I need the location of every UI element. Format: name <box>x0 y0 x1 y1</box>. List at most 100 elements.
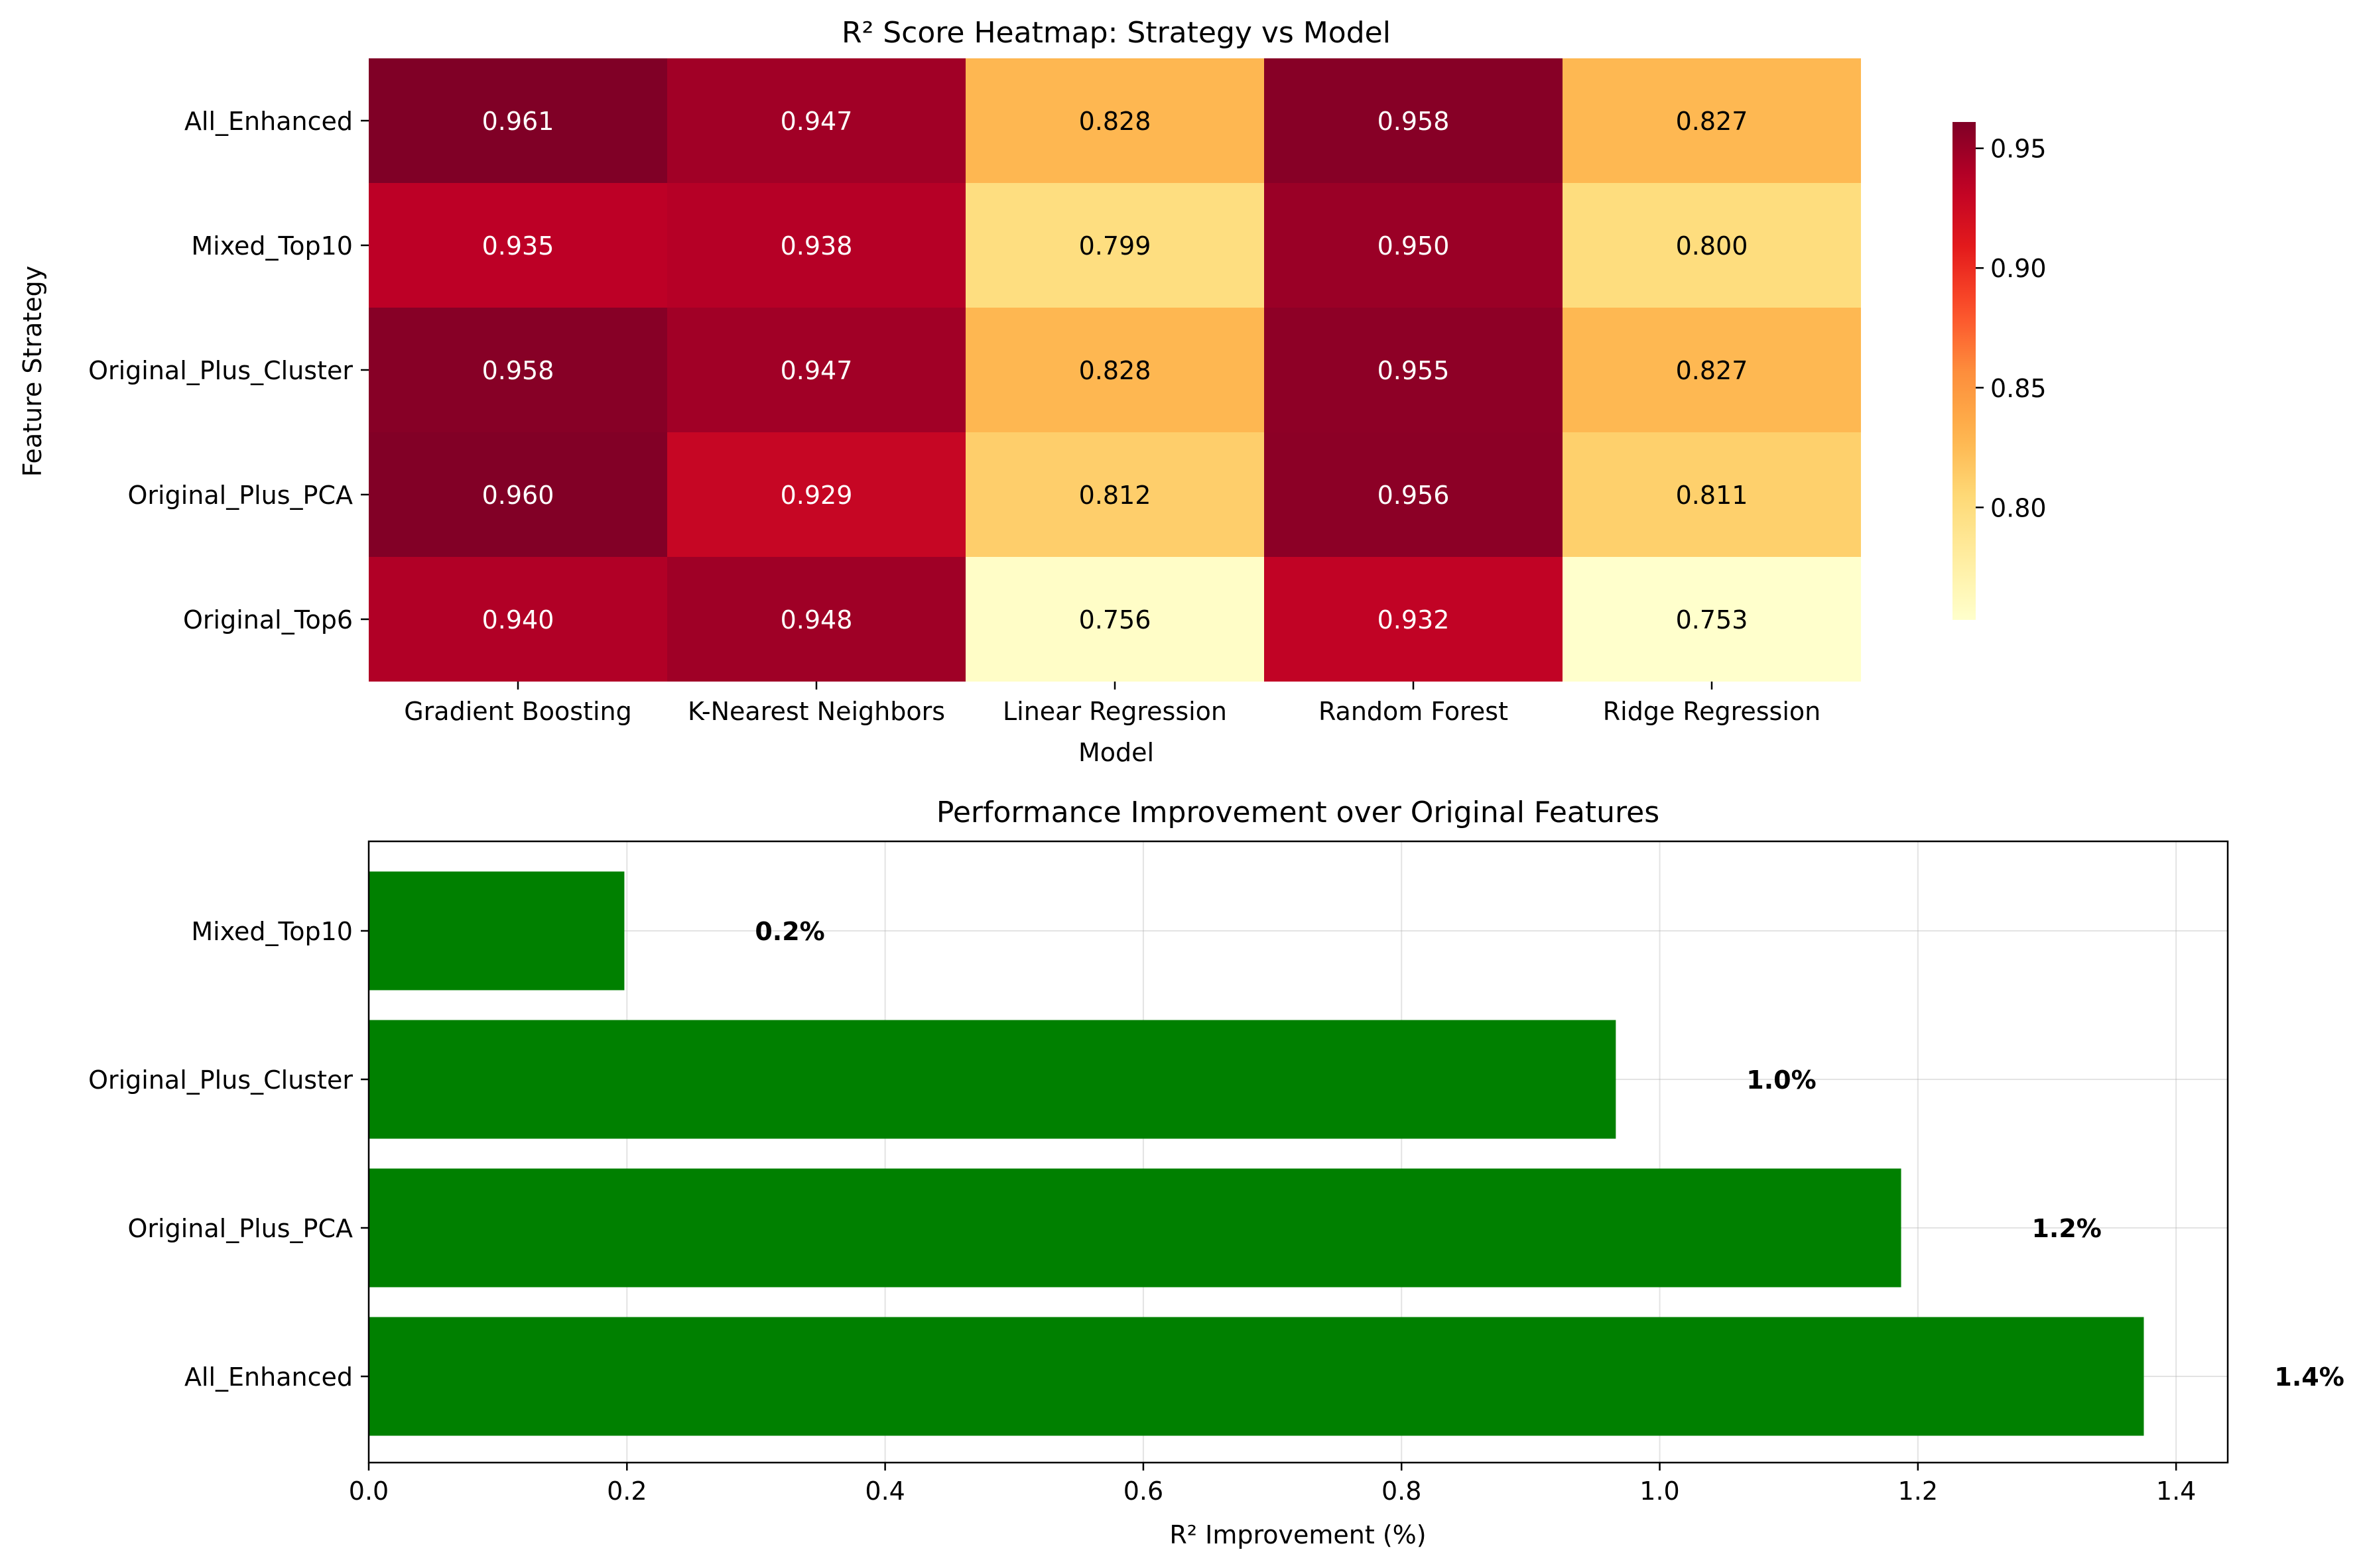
heatmap-cell-label: 0.938 <box>781 231 853 261</box>
heatmap-cell-label: 0.932 <box>1377 605 1450 634</box>
heatmap-cell-label: 0.958 <box>1377 107 1450 136</box>
heatmap-cell <box>369 58 667 183</box>
heatmap-column-label: K-Nearest Neighbors <box>688 697 945 726</box>
heatmap-cell <box>667 432 966 557</box>
colorbar-tick-label: 0.90 <box>1990 254 2047 283</box>
heatmap-cell-label: 0.827 <box>1676 356 1748 385</box>
heatmap-cell <box>966 557 1264 682</box>
bar <box>369 1168 1901 1288</box>
colorbar-tick-label: 0.85 <box>1990 374 2047 403</box>
heatmap-cell-label: 0.958 <box>482 356 554 385</box>
heatmap-cell <box>966 183 1264 308</box>
bar-y-labels: All_Enhanced Original_Plus_PCA Original_Pl… <box>88 917 369 1392</box>
heatmap-column-label: Linear Regression <box>1003 697 1227 726</box>
heatmap-cell <box>966 432 1264 557</box>
heatmap-cell-label: 0.828 <box>1079 356 1151 385</box>
bar-value-label: 1.0% <box>1746 1065 1816 1095</box>
bar-value-labels: 1.4% 1.2% 1.0% 0.2% <box>755 917 2344 1392</box>
bars <box>369 871 2144 1436</box>
heatmap-cell-label: 0.940 <box>482 605 554 634</box>
bar <box>369 1020 1616 1139</box>
heatmap-column-label: Ridge Regression <box>1603 697 1821 726</box>
colorbar: 0.80 0.85 0.90 0.95 <box>1952 122 2047 620</box>
heatmap-cell <box>667 308 966 432</box>
heatmap-cell <box>369 432 667 557</box>
heatmap-row-label: Original_Top6 <box>183 605 353 634</box>
heatmap-cell-label: 0.955 <box>1377 356 1450 385</box>
bar-value-label: 1.2% <box>2031 1214 2101 1243</box>
heatmap-cell <box>966 58 1264 183</box>
heatmap-cell-label: 0.812 <box>1079 481 1151 510</box>
bar <box>369 871 625 991</box>
heatmap-title: R² Score Heatmap: Strategy vs Model <box>842 16 1391 50</box>
heatmap-cell <box>1264 557 1563 682</box>
heatmap-column-label: Random Forest <box>1318 697 1508 726</box>
heatmap-cell <box>369 308 667 432</box>
heatmap-cell <box>369 557 667 682</box>
heatmap-cell <box>1563 308 1861 432</box>
heatmap-cell-label: 0.929 <box>781 481 853 510</box>
heatmap-cell <box>667 58 966 183</box>
bar-x-tick-label: 0.0 <box>349 1477 389 1506</box>
bar-x-tick-label: 1.2 <box>1898 1477 1938 1506</box>
heatmap-cell-label: 0.950 <box>1377 231 1450 261</box>
heatmap-cell-label: 0.827 <box>1676 107 1748 136</box>
heatmap-cell <box>1264 432 1563 557</box>
heatmap-cell-label: 0.811 <box>1676 481 1748 510</box>
colorbar-tick-label: 0.95 <box>1990 135 2047 164</box>
heatmap-cell <box>1563 58 1861 183</box>
heatmap-cell-label: 0.956 <box>1377 481 1450 510</box>
heatmap-cell-label: 0.935 <box>482 231 554 261</box>
heatmap-column-label: Gradient Boosting <box>404 697 632 726</box>
bar-plot-frame <box>367 840 2229 1464</box>
heatmap-cell-label: 0.799 <box>1079 231 1151 261</box>
heatmap-cell-label: 0.947 <box>781 107 853 136</box>
bar-category-label: All_Enhanced <box>184 1362 353 1392</box>
bar-value-label: 0.2% <box>755 917 824 946</box>
bar-category-label: Original_Plus_PCA <box>128 1214 353 1243</box>
bar-panel: Performance Improvement over Original Fe… <box>88 796 2344 1549</box>
heatmap-cell <box>369 183 667 308</box>
heatmap-row-label: Original_Plus_PCA <box>128 481 353 510</box>
bar-value-label: 1.4% <box>2274 1362 2344 1392</box>
heatmap-cell-label: 0.828 <box>1079 107 1151 136</box>
heatmap-row-labels: All_Enhanced Mixed_Top10 Original_Plus_Clu… <box>88 107 369 634</box>
heatmap-cell-label: 0.960 <box>482 481 554 510</box>
heatmap-cell <box>1264 308 1563 432</box>
bar <box>369 1317 2144 1436</box>
bar-x-tick-label: 0.2 <box>607 1477 647 1506</box>
bar-x-tick-label: 0.8 <box>1381 1477 1421 1506</box>
heatmap-cell <box>667 557 966 682</box>
bar-category-label: Mixed_Top10 <box>191 917 353 946</box>
heatmap-x-axis-label: Model <box>1078 738 1154 767</box>
heatmap-panel: R² Score Heatmap: Strategy vs Model 0.96… <box>18 16 2047 767</box>
heatmap-cell <box>1563 183 1861 308</box>
heatmap-cell <box>1264 58 1563 183</box>
bar-x-tick-label: 1.4 <box>2156 1477 2196 1506</box>
heatmap-row-label: Mixed_Top10 <box>191 231 353 261</box>
heatmap-column-labels: Gradient Boosting K-Nearest Neighbors Line… <box>404 682 1821 726</box>
heatmap-cell <box>667 183 966 308</box>
heatmap-cell-label: 0.961 <box>482 107 554 136</box>
colorbar-tick-label: 0.80 <box>1990 493 2047 522</box>
heatmap-cell <box>1563 557 1861 682</box>
heatmap-cell-label: 0.948 <box>781 605 853 634</box>
heatmap-cell-label: 0.800 <box>1676 231 1748 261</box>
heatmap-row-label: Original_Plus_Cluster <box>88 356 353 385</box>
heatmap-y-axis-label: Feature Strategy <box>18 266 47 477</box>
bar-category-label: Original_Plus_Cluster <box>88 1065 353 1095</box>
heatmap-row-label: All_Enhanced <box>184 107 353 136</box>
bar-x-tick-label: 1.0 <box>1639 1477 1679 1506</box>
bar-chart-title: Performance Improvement over Original Fe… <box>936 796 1659 829</box>
bar-x-axis-label: R² Improvement (%) <box>1169 1520 1426 1549</box>
bar-x-tick-label: 0.4 <box>865 1477 905 1506</box>
heatmap-cell-label: 0.753 <box>1676 605 1748 634</box>
colorbar-gradient <box>1952 122 1976 620</box>
bar-x-ticks: 0.0 0.2 0.4 0.6 0.8 1.0 1.2 1.4 <box>349 1463 2196 1506</box>
heatmap-cell-label: 0.756 <box>1079 605 1151 634</box>
heatmap-cells: 0.961 0.947 0.828 0.958 0.827 0.935 0.938 0.799… <box>369 58 1861 682</box>
heatmap-cell <box>1563 432 1861 557</box>
bar-x-tick-label: 0.6 <box>1123 1477 1163 1506</box>
heatmap-cell <box>1264 183 1563 308</box>
